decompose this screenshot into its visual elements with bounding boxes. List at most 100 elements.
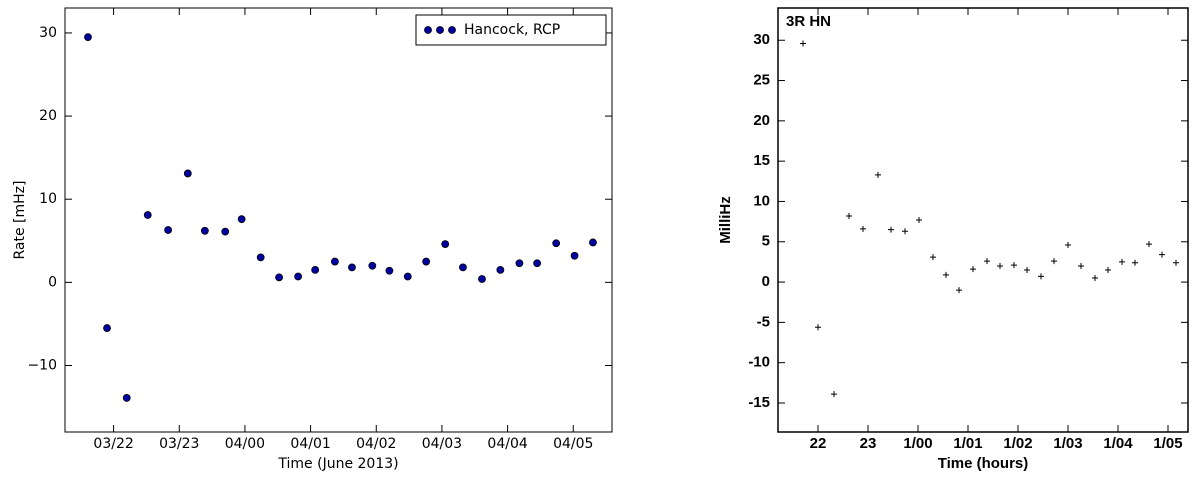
- point: [1159, 251, 1165, 258]
- x-tick-label: 1/04: [1103, 435, 1133, 452]
- y-axis-label: MilliHz: [717, 196, 734, 244]
- legend-marker: [424, 26, 432, 34]
- x-tick-label: 22: [810, 435, 827, 452]
- x-tick-label: 04/04: [487, 436, 527, 452]
- point: [1119, 258, 1125, 265]
- point: [348, 263, 356, 272]
- x-tick-label: 03/23: [159, 436, 199, 452]
- x-tick-label: 03/22: [93, 436, 133, 452]
- x-tick-label: 04/00: [225, 436, 265, 452]
- x-tick-label: 1/00: [903, 435, 932, 452]
- point: [237, 215, 246, 224]
- x-tick-label: 1/03: [1053, 435, 1082, 452]
- plot-area: [64, 7, 613, 433]
- point: [368, 261, 377, 270]
- point: [221, 227, 230, 236]
- y-tick-label: 10: [753, 192, 770, 209]
- point: [984, 258, 990, 265]
- point: [1051, 258, 1057, 265]
- x-tick-label: 1/02: [1003, 435, 1032, 452]
- point: [122, 394, 131, 402]
- point: [1092, 275, 1098, 282]
- point: [275, 273, 283, 282]
- point: [846, 212, 852, 219]
- point: [1038, 273, 1044, 280]
- point: [1024, 266, 1030, 273]
- point: [831, 391, 837, 398]
- point: [1065, 241, 1071, 248]
- point: [478, 275, 486, 283]
- y-tick-label: 0: [762, 273, 770, 290]
- point: [256, 253, 265, 262]
- point: [459, 263, 467, 272]
- point: [385, 266, 394, 275]
- point: [403, 272, 412, 281]
- point: [1105, 266, 1111, 273]
- point: [311, 265, 320, 274]
- x-axis-label: Time (June 2013): [277, 456, 398, 472]
- point: [1173, 259, 1179, 266]
- point: [533, 259, 542, 268]
- point: [515, 259, 524, 268]
- point: [956, 287, 962, 294]
- point: [330, 257, 339, 266]
- y-tick-label: -5: [757, 313, 770, 330]
- point: [441, 240, 450, 249]
- point: [997, 262, 1003, 269]
- point: [1132, 259, 1138, 266]
- point: [902, 228, 908, 235]
- y-tick-label: -15: [748, 394, 770, 411]
- point: [800, 40, 806, 47]
- y-tick-label: 20: [39, 108, 57, 124]
- legend-label: Hancock, RCP: [464, 22, 560, 38]
- chart-title: 3R HN: [786, 13, 831, 30]
- point: [888, 226, 894, 233]
- y-axis-label: Rate [mHz]: [12, 181, 28, 260]
- legend: [415, 14, 607, 46]
- point: [875, 171, 881, 178]
- point: [103, 324, 111, 332]
- legend-marker: [448, 26, 456, 34]
- y-tick-label: 20: [753, 112, 770, 129]
- x-tick-label: 1/01: [953, 435, 982, 452]
- y-tick-label: 10: [39, 191, 57, 207]
- x-tick-label: 04/01: [290, 436, 330, 452]
- point: [970, 266, 976, 273]
- y-tick-label: 30: [39, 25, 57, 41]
- x-tick-label: 04/02: [356, 436, 396, 452]
- y-tick-label: 15: [753, 152, 770, 169]
- point: [84, 33, 92, 41]
- point: [164, 226, 172, 234]
- x-tick-label: 1/05: [1153, 435, 1182, 452]
- point: [1146, 241, 1152, 248]
- point: [860, 225, 866, 232]
- chart: -15 -10 -5 0 5 10 15 20 25 30 22 23 1/00 1/01 1/02 1/03…: [717, 7, 1189, 472]
- x-tick-label: 04/05: [553, 436, 593, 452]
- y-tick-label: -10: [748, 354, 770, 371]
- point: [143, 211, 152, 219]
- point: [1078, 262, 1084, 269]
- point: [200, 226, 209, 235]
- x-tick-label: 23: [860, 435, 877, 452]
- point: [552, 239, 561, 248]
- point: [930, 254, 936, 261]
- point: [815, 324, 821, 331]
- point: [570, 251, 579, 260]
- point: [496, 265, 505, 274]
- legend-marker: [436, 26, 444, 34]
- x-tick-label: 04/03: [422, 436, 462, 452]
- point: [183, 169, 192, 178]
- point: [589, 238, 597, 247]
- y-tick-label: 30: [753, 31, 770, 48]
- y-tick-label: 0: [48, 274, 57, 290]
- x-axis-label: Time (hours): [938, 455, 1029, 472]
- point: [916, 217, 922, 223]
- chart: −10 0 10 20 30 03/22 03/23 04/00 04/01 04/02 04/03…: [12, 7, 613, 472]
- y-tick-label: −10: [27, 357, 57, 373]
- y-tick-label: 5: [762, 233, 770, 250]
- point: [422, 257, 431, 266]
- plot-area: [777, 7, 1189, 433]
- y-tick-label: 25: [753, 72, 770, 89]
- point: [294, 272, 303, 281]
